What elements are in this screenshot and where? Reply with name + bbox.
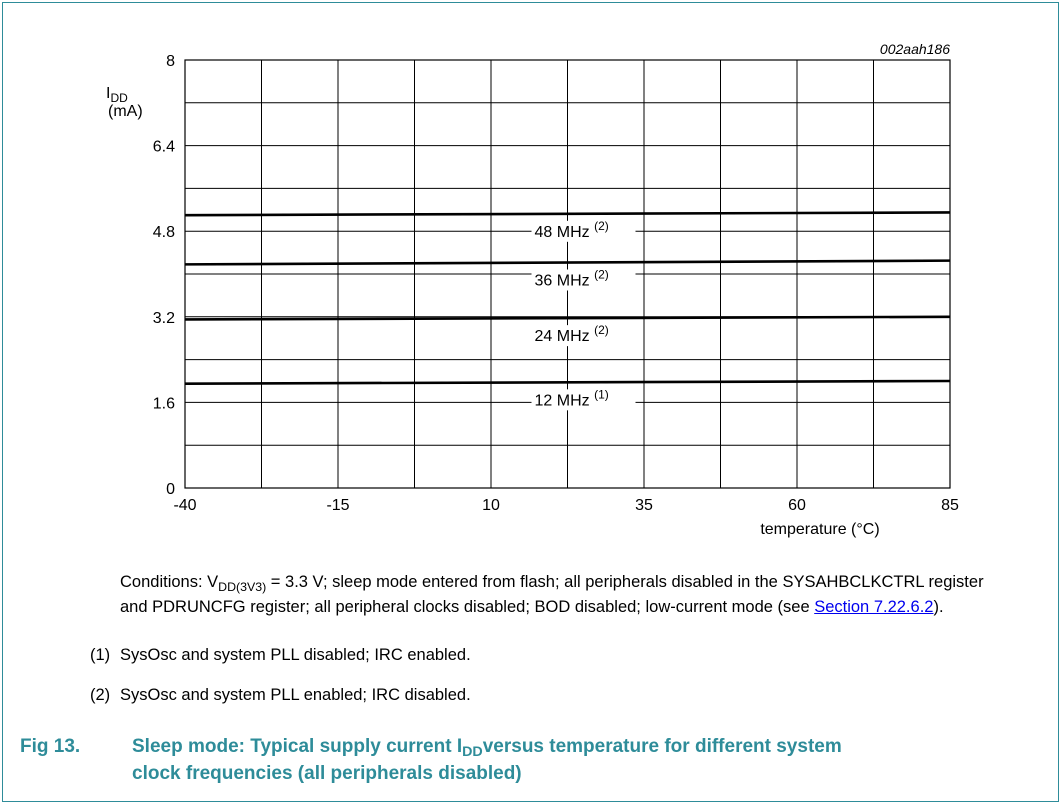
x-tick-label: 10 [482,497,500,514]
series-line [184,379,951,385]
series-line [184,315,951,321]
y-axis-unit: (mA) [108,103,143,120]
figure-id-label: 002aah186 [880,41,950,57]
series-line [184,211,951,217]
y-tick-label: 0 [166,481,175,498]
y-tick-label: 1.6 [153,395,175,412]
section-link[interactable]: Section 7.22.6.2 [814,598,934,616]
chart: 0 1.6 3.2 4.8 6.4 8 -40 -15 10 35 60 85 IDD(mA) tempe… [106,41,959,538]
plot-frame [184,59,951,489]
series-line [184,259,951,266]
series-label: 48 MHz (2) [535,219,609,241]
x-tick-label: 85 [941,497,959,514]
x-tick-label: 35 [635,497,653,514]
y-tick-label: 3.2 [153,310,175,327]
x-tick-label: 60 [788,497,806,514]
y-tick-label: 8 [166,53,175,70]
series-label: 36 MHz (2) [535,267,609,289]
series-label-bg [531,389,636,411]
y-tick-label: 4.8 [153,224,175,241]
series-label: 12 MHz (1) [535,387,609,409]
x-axis-label: temperature (°C) [760,521,879,538]
x-tick-label: -15 [326,497,349,514]
conditions-text: Conditions: VDD(3V3) = 3.3 V; sleep mode… [120,573,984,616]
figure-caption: Fig 13. Sleep mode: Typical supply curren… [20,736,842,784]
y-axis-label: IDD [106,85,128,105]
series-label-bg [531,325,636,347]
x-tick-label: -40 [173,497,196,514]
note-2: (2) SysOsc and system PLL enabled; IRC di… [90,686,471,704]
series-label-bg [531,220,636,242]
note-1: (1) SysOsc and system PLL disabled; IRC e… [90,646,471,664]
y-tick-label: 6.4 [153,139,175,156]
series-label-bg [531,269,636,291]
series-label: 24 MHz (2) [535,323,609,345]
